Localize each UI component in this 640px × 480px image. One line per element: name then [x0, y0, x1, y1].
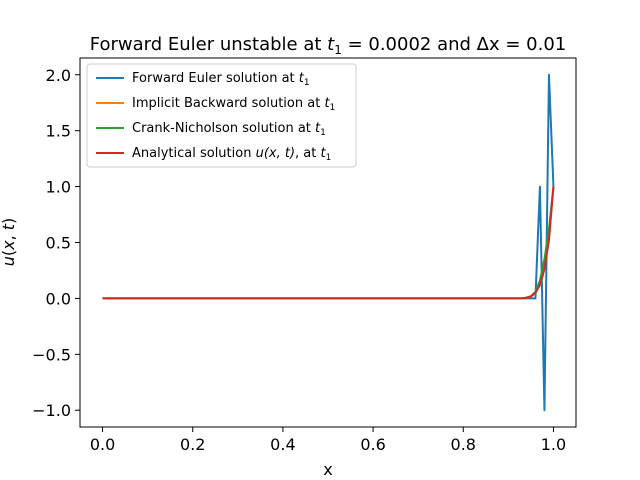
legend-entry-forward-euler: Forward Euler solution at t1 — [96, 71, 310, 88]
chart-title: Forward Euler unstable at t1 = 0.0002 an… — [90, 34, 567, 57]
legend-entry-crank-nicholson: Crank-Nicholson solution at t1 — [96, 121, 326, 138]
y-axis-ticks: −1.0 −0.5 0.0 0.5 1.0 1.5 2.0 — [32, 66, 80, 420]
x-axis-ticks: 0.0 0.2 0.4 0.6 0.8 1.0 — [90, 427, 566, 454]
y-tick-label: 0.0 — [46, 289, 71, 308]
legend-label-crank-nicholson: Crank-Nicholson solution at t1 — [132, 121, 326, 138]
legend-entry-analytical: Analytical solution u(x, t), at t1 — [96, 146, 331, 163]
x-tick-label: 0.8 — [451, 435, 476, 454]
y-tick-label: 1.5 — [46, 122, 71, 141]
legend-entry-implicit-backward: Implicit Backward solution at t1 — [96, 96, 335, 113]
x-tick-label: 0.4 — [270, 435, 295, 454]
legend-frame — [86, 63, 357, 168]
y-tick-label: 0.5 — [46, 234, 71, 253]
series-layer — [102, 73, 555, 412]
legend-label-implicit-backward: Implicit Backward solution at t1 — [132, 96, 335, 113]
y-axis-label: u(x, t) — [0, 218, 18, 267]
y-tick-label: −0.5 — [32, 345, 71, 364]
y-tick-label: 2.0 — [46, 66, 71, 85]
y-tick-label: 1.0 — [46, 178, 71, 197]
legend: Forward Euler solution at t1 Implicit Ba… — [86, 63, 357, 168]
x-tick-label: 0.0 — [90, 435, 115, 454]
legend-label-forward-euler: Forward Euler solution at t1 — [132, 71, 310, 88]
series-line-3 — [102, 186, 555, 300]
legend-label-analytical: Analytical solution u(x, t), at t1 — [132, 146, 331, 163]
x-tick-label: 0.6 — [360, 435, 385, 454]
x-tick-label: 0.2 — [180, 435, 205, 454]
y-tick-label: −1.0 — [32, 401, 71, 420]
x-tick-label: 1.0 — [541, 435, 566, 454]
x-axis-label: x — [323, 460, 332, 479]
